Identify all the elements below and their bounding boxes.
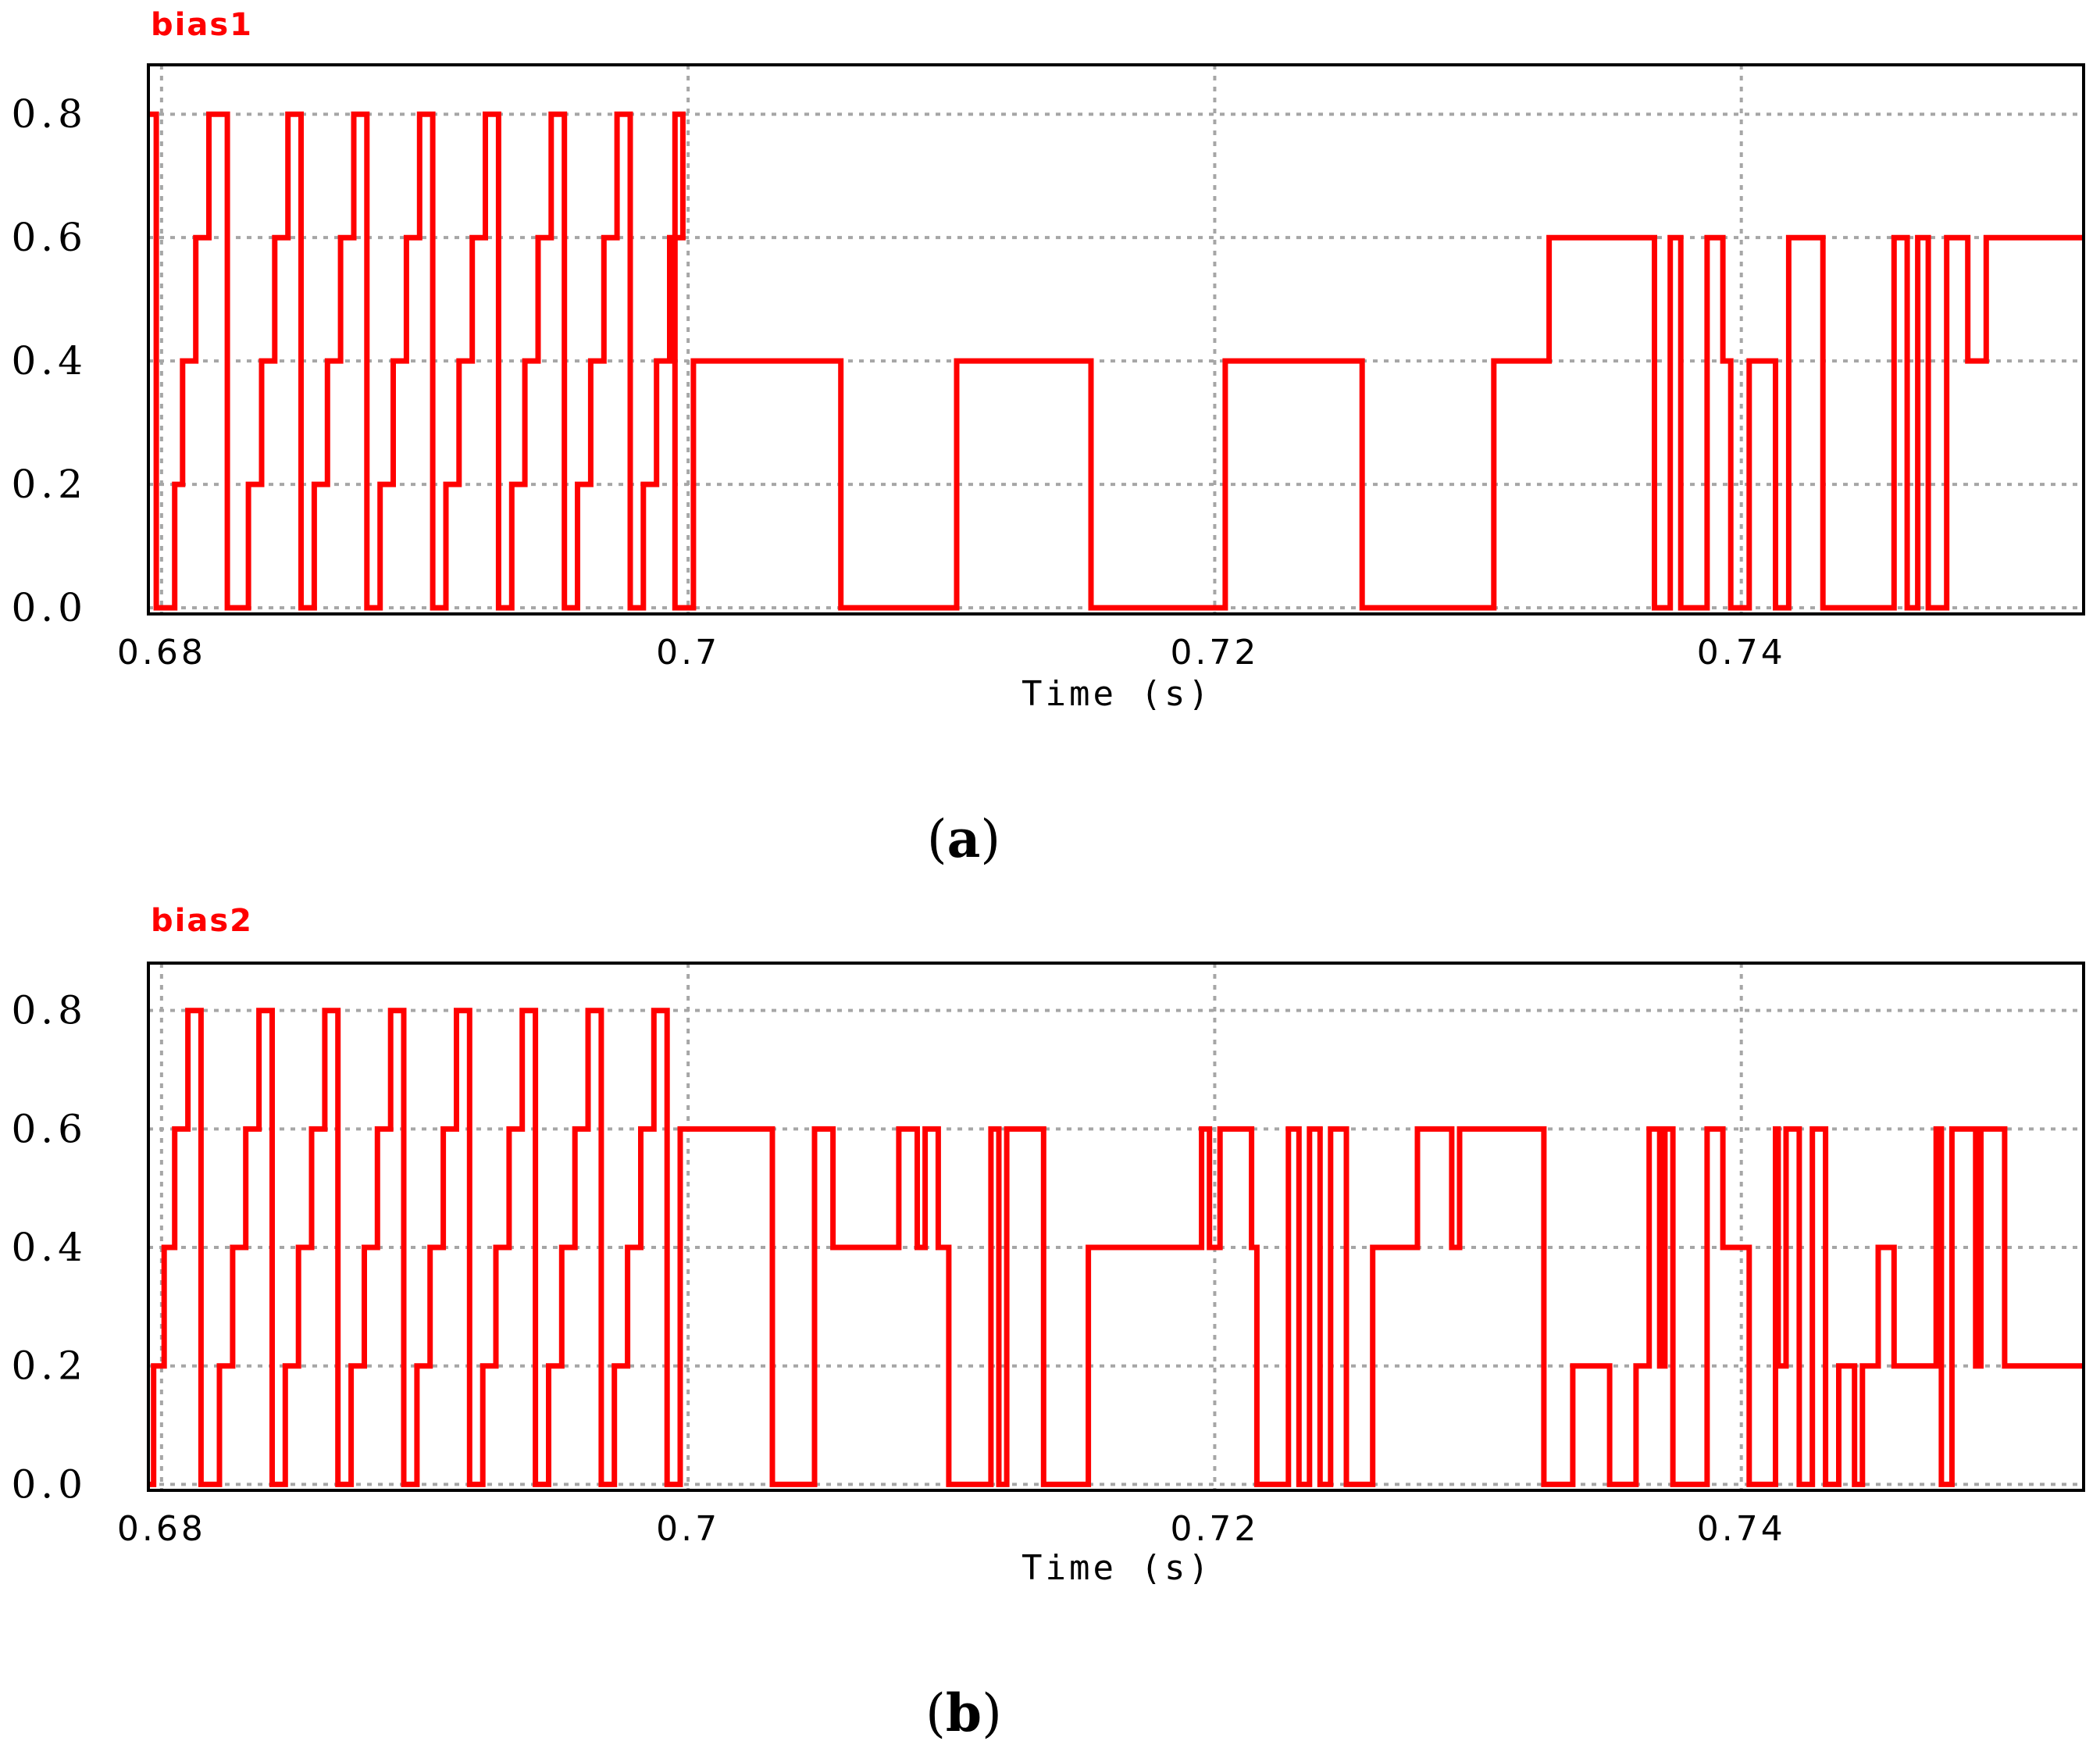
y-tick-label: 0.0 (11, 585, 87, 630)
plot-frame (147, 63, 2085, 616)
x-axis-label-b: Time (s) (1021, 1548, 1212, 1588)
y-tick-label: 0.8 (11, 91, 87, 137)
series-trace-bias1 (148, 111, 2084, 611)
series-label-bias1: bias1 (151, 7, 253, 43)
x-tick-label: 0.74 (1697, 1509, 1786, 1549)
panel-caption-a: (a) (927, 808, 1000, 869)
y-tick-label: 0.4 (11, 1225, 87, 1270)
y-tick-label: 0.4 (11, 338, 87, 384)
panel-caption-b: (b) (925, 1682, 1002, 1743)
x-tick-label: 0.74 (1697, 633, 1786, 673)
plot-frame (147, 962, 2085, 1492)
plot-area-a: 0.0 0.2 0.4 0.6 0.8 0.68 0.7 0.72 0.74 (11, 63, 2085, 673)
chart-panel-b: bias2 0.0 0.2 0.4 0.6 0.8 0.68 0.7 0.72 0.74 Tim… (11, 903, 2085, 1743)
x-tick-label: 0.68 (117, 633, 206, 673)
x-tick-label: 0.7 (656, 633, 720, 673)
plot-area-b: 0.0 0.2 0.4 0.6 0.8 0.68 0.7 0.72 0.74 (11, 962, 2085, 1549)
x-tick-label: 0.72 (1170, 1509, 1259, 1549)
y-tick-label: 0.2 (11, 1343, 87, 1389)
x-tick-label: 0.7 (656, 1509, 720, 1549)
y-tick-label: 0.0 (11, 1461, 87, 1507)
series-trace-bias2 (148, 1008, 2084, 1487)
y-tick-label: 0.2 (11, 462, 87, 507)
x-tick-label: 0.68 (117, 1509, 206, 1549)
y-tick-label: 0.8 (11, 988, 87, 1033)
x-tick-label: 0.72 (1170, 633, 1259, 673)
y-tick-label: 0.6 (11, 215, 87, 260)
y-tick-label: 0.6 (11, 1106, 87, 1151)
chart-panel-a: bias1 0.0 0.2 0.4 0.6 0.8 0.68 0.7 0.72 0.74 Tim… (11, 7, 2085, 869)
series-label-bias2: bias2 (151, 903, 253, 939)
x-axis-label-a: Time (s) (1021, 674, 1212, 714)
